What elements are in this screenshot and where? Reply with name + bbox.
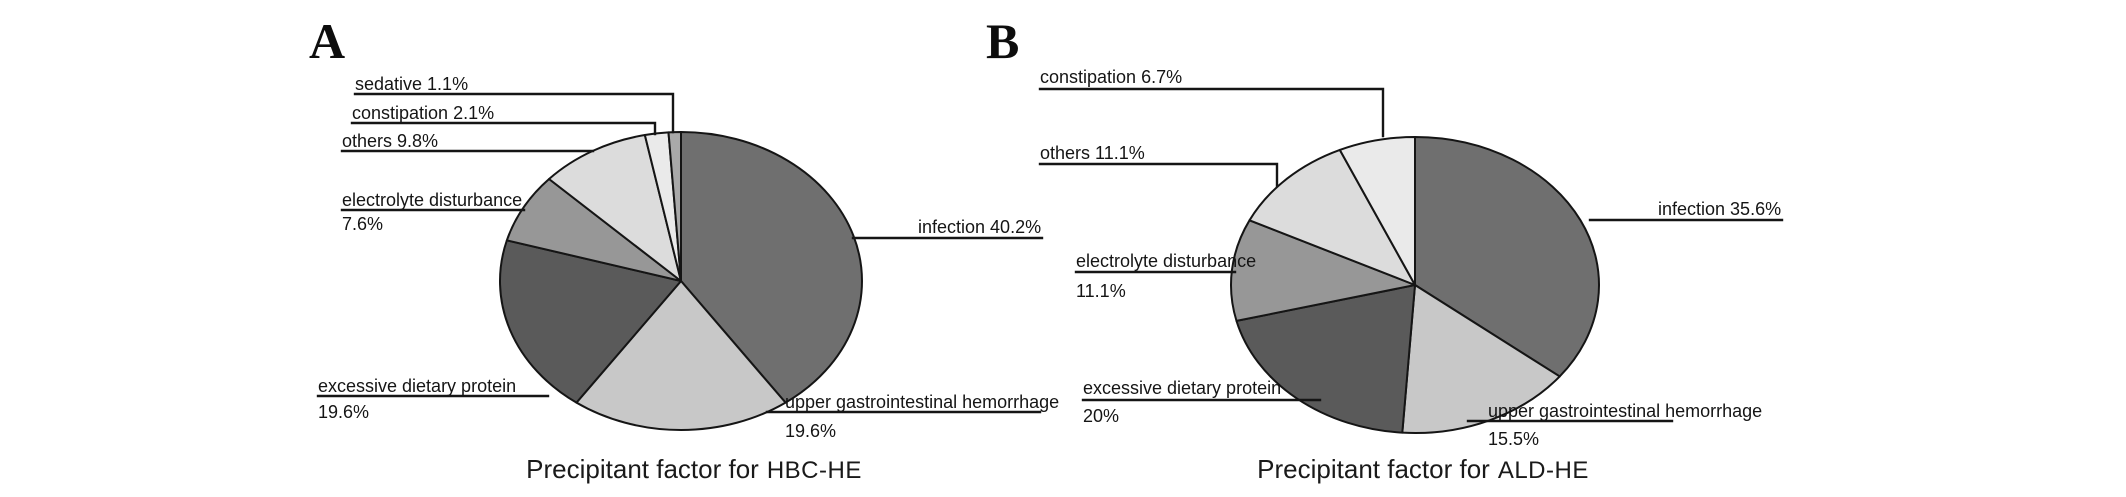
leader-line-constipation — [350, 121, 657, 136]
slice-label-upper-gastrointestinal-hemorrhage: upper gastrointestinal hemorrhage — [785, 392, 1059, 412]
slice-label-constipation: constipation 2.1% — [352, 103, 494, 123]
panel-b-caption-code: ALD-HE — [1497, 457, 1589, 484]
slice-label-electrolyte-disturbance: electrolyte disturbance — [342, 190, 522, 210]
slice-label-electrolyte-disturbance: electrolyte disturbance — [1076, 251, 1256, 271]
slice-label-excessive-dietary-protein: excessive dietary protein — [318, 376, 516, 396]
pie-panel-b: infection 35.6% upper gastrointestinal he… — [1038, 67, 1784, 449]
slice-label-constipation: constipation 6.7% — [1040, 67, 1182, 87]
panel-b-marker: B — [986, 13, 1020, 69]
pie-slice-electrolyte-disturbance — [1230, 219, 1416, 322]
panel-a-caption: Precipitant factor for HBC-HE — [526, 455, 862, 484]
slice-pct-electrolyte-disturbance: 11.1% — [1076, 281, 1126, 301]
panel-a-caption-code: HBC-HE — [766, 457, 862, 484]
leader-line-constipation — [1038, 87, 1385, 138]
slice-pct-upper-gastrointestinal-hemorrhage: 15.5% — [1488, 429, 1539, 449]
slice-label-excessive-dietary-protein: excessive dietary protein — [1083, 378, 1281, 398]
slice-label-upper-gastrointestinal-hemorrhage: upper gastrointestinal hemorrhage — [1488, 401, 1762, 421]
slice-label-infection: infection 35.6% — [1658, 199, 1781, 219]
pie-panel-a: infection 40.2% upper gastrointestinal he… — [316, 74, 1059, 441]
leader-line-sedative — [353, 92, 675, 134]
pie-slice-others — [1248, 148, 1416, 286]
slice-label-others: others 9.8% — [342, 131, 438, 151]
panel-b-caption: Precipitant factor for ALD-HE — [1257, 455, 1589, 484]
slice-pct-upper-gastrointestinal-hemorrhage: 19.6% — [785, 421, 836, 441]
pie-slice-infection — [1414, 136, 1600, 378]
slice-label-sedative: sedative 1.1% — [355, 74, 468, 94]
panel-a-caption-prefix: Precipitant factor for — [526, 454, 759, 484]
leader-line-others — [1038, 162, 1279, 188]
slice-label-others: others 11.1% — [1040, 143, 1145, 163]
slice-label-infection: infection 40.2% — [918, 217, 1041, 237]
pie-slice-excessive-dietary-protein — [499, 239, 682, 404]
pie-slice-infection — [680, 131, 863, 404]
panel-a-marker: A — [309, 13, 346, 69]
pie-slice-sedative — [667, 131, 682, 282]
pie-slice-excessive-dietary-protein — [1235, 284, 1416, 434]
slice-pct-electrolyte-disturbance: 7.6% — [342, 214, 383, 234]
slice-pct-excessive-dietary-protein: 19.6% — [318, 402, 369, 422]
panel-b-caption-prefix: Precipitant factor for — [1257, 454, 1490, 484]
slice-pct-excessive-dietary-protein: 20% — [1083, 406, 1119, 426]
pie-slice-constipation — [1338, 136, 1416, 286]
